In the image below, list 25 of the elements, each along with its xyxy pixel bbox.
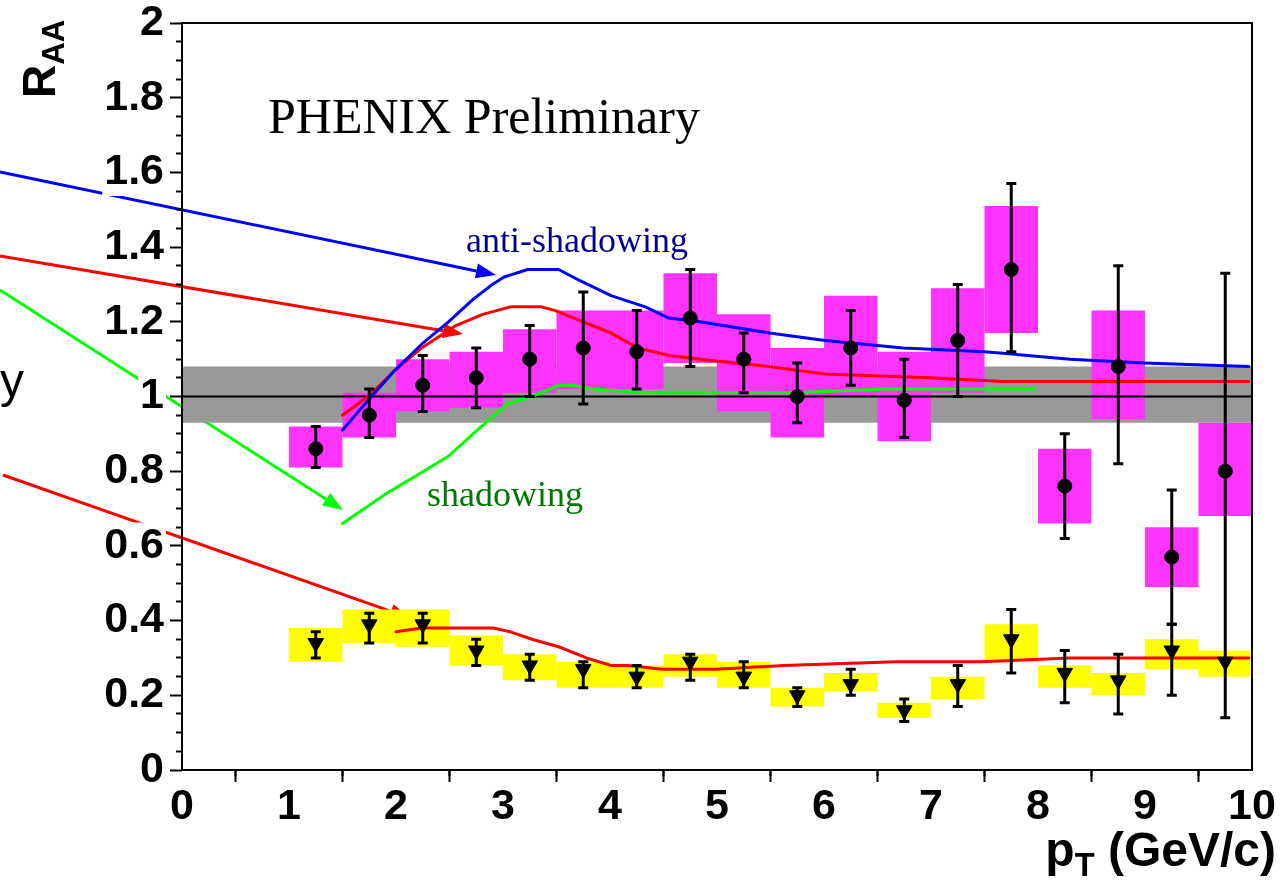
y-tick-label: 2 <box>140 0 164 44</box>
y-tick-label: 1.6 <box>104 145 164 194</box>
y-tick-label: 0.2 <box>104 668 164 717</box>
x-tick-label: 2 <box>384 780 408 829</box>
annotation: PHENIX Preliminary <box>268 88 700 144</box>
y-tick-label: 0.8 <box>104 444 164 493</box>
bar <box>1038 448 1092 524</box>
x-tick-label: 7 <box>919 780 943 829</box>
x-tick-label: 3 <box>491 780 515 829</box>
x-tick-label: 6 <box>812 780 836 829</box>
x-tick-label: 1 <box>277 780 301 829</box>
y-tick-label: 0.4 <box>104 593 165 642</box>
y-tick-label: 1.4 <box>104 219 165 268</box>
y-tick-label: 1.2 <box>104 294 164 343</box>
y-tick-label: 0 <box>140 742 164 791</box>
bar <box>1198 422 1252 517</box>
annotation: anti-shadowing <box>466 220 688 261</box>
annotation: shadowing <box>427 474 583 515</box>
x-tick-label: 4 <box>598 780 623 829</box>
y-tick-label: 0.6 <box>104 518 164 567</box>
text: y <box>0 354 24 407</box>
y-tick-label: 1 <box>140 369 164 418</box>
bar <box>1145 527 1199 587</box>
y-tick-label: 1.8 <box>104 70 164 119</box>
x-tick-label: 5 <box>705 780 729 829</box>
